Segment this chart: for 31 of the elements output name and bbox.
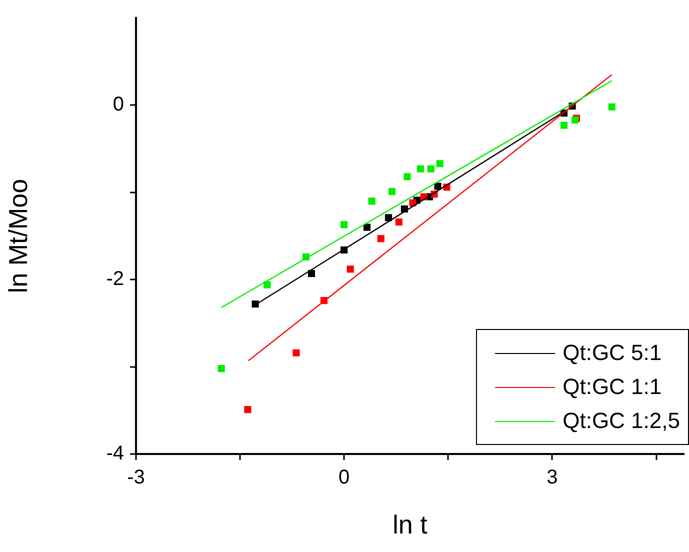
point <box>340 221 348 228</box>
point <box>377 235 384 242</box>
point <box>363 224 371 231</box>
point <box>416 165 424 172</box>
y-axis-title: ln Mt/Moo <box>2 178 33 294</box>
y-tick-label: 0 <box>112 94 124 116</box>
legend-label: Qt:GC 5:1 <box>562 340 662 366</box>
point <box>368 198 376 205</box>
point <box>560 122 568 129</box>
point <box>244 406 252 414</box>
y-tick-label: -4 <box>106 442 124 465</box>
point <box>346 266 354 273</box>
point <box>434 182 442 190</box>
point <box>395 218 402 226</box>
point <box>427 165 434 172</box>
y-tick-label: -2 <box>106 268 124 290</box>
x-tick-label: -3 <box>127 466 145 489</box>
point <box>218 365 225 372</box>
point <box>608 103 616 110</box>
point <box>404 173 411 180</box>
point <box>384 214 392 222</box>
point <box>292 349 300 356</box>
x-axis-title: ln t <box>392 510 428 540</box>
legend-label: Qt:GC 1:2,5 <box>562 408 680 434</box>
x-tick-label: 0 <box>338 466 350 489</box>
x-tick-label: 3 <box>546 466 558 489</box>
point <box>409 199 416 206</box>
point <box>264 281 271 288</box>
point <box>436 160 444 168</box>
point <box>388 188 396 196</box>
legend-label: Qt:GC 1:1 <box>562 374 662 400</box>
